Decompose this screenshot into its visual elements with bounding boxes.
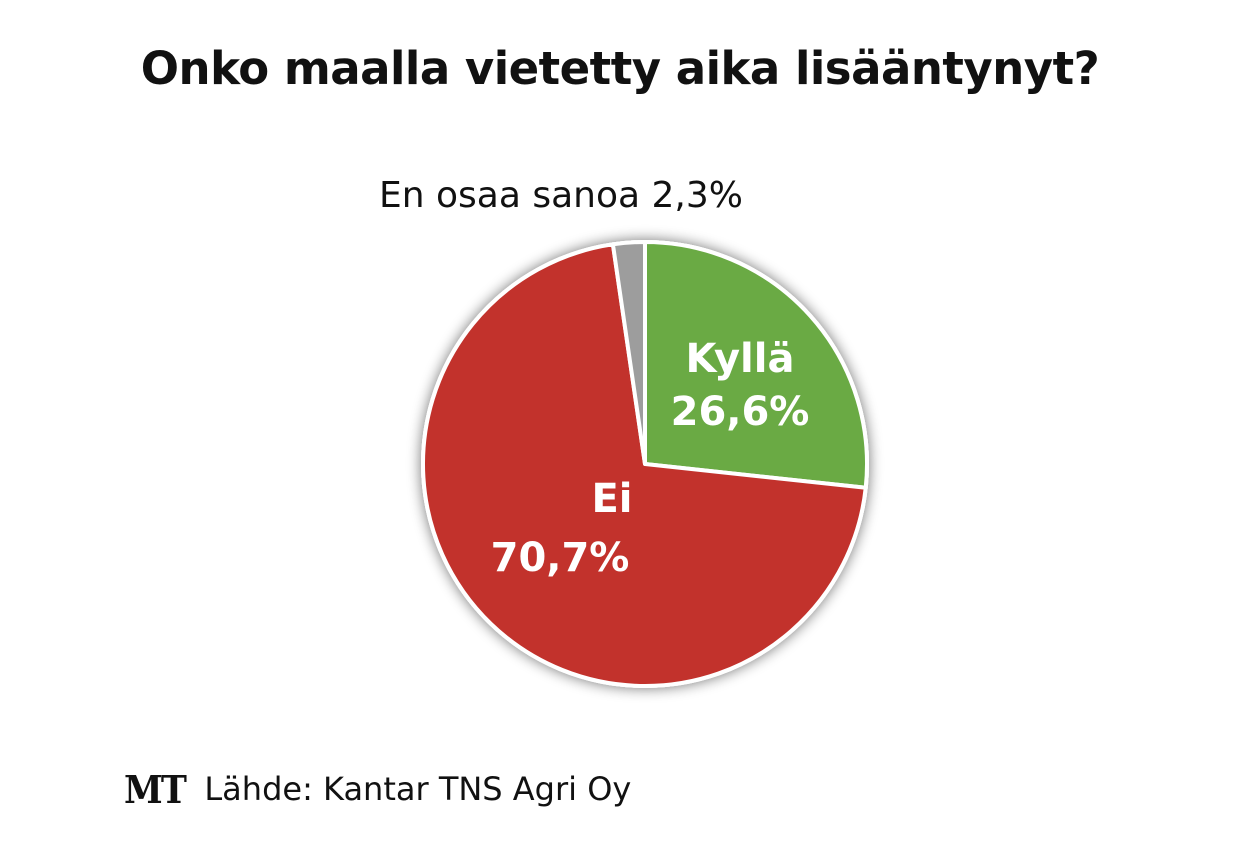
mt-logo: MT — [124, 766, 187, 812]
pie-slice-kylla — [643, 240, 869, 490]
slice-label-ei-name: Ei — [591, 476, 632, 522]
pie-slice-en-osaa-sanoa — [610, 239, 647, 466]
slice-label-ei-value: 70,7% — [491, 535, 630, 581]
footer: MT Lähde: Kantar TNS Agri Oy — [124, 764, 631, 814]
slice-label-kylla-value: 26,6% — [671, 389, 810, 435]
slice-label-en-osaa-sanoa: En osaa sanoa 2,3% — [379, 175, 743, 216]
source-note: Lähde: Kantar TNS Agri Oy — [204, 770, 632, 808]
slice-label-kylla-name: Kyllä — [686, 336, 795, 382]
chart-title: Onko maalla vietetty aika lisääntynyt? — [140, 42, 1100, 95]
